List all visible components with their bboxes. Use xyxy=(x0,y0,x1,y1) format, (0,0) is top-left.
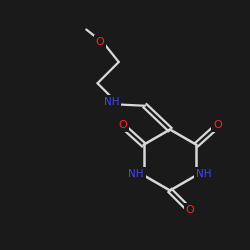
Text: O: O xyxy=(186,205,194,215)
Text: NH: NH xyxy=(128,169,144,179)
Text: O: O xyxy=(118,120,127,130)
Text: O: O xyxy=(96,37,104,47)
Text: NH: NH xyxy=(196,169,212,179)
Text: NH: NH xyxy=(104,97,120,107)
Text: O: O xyxy=(213,120,222,130)
